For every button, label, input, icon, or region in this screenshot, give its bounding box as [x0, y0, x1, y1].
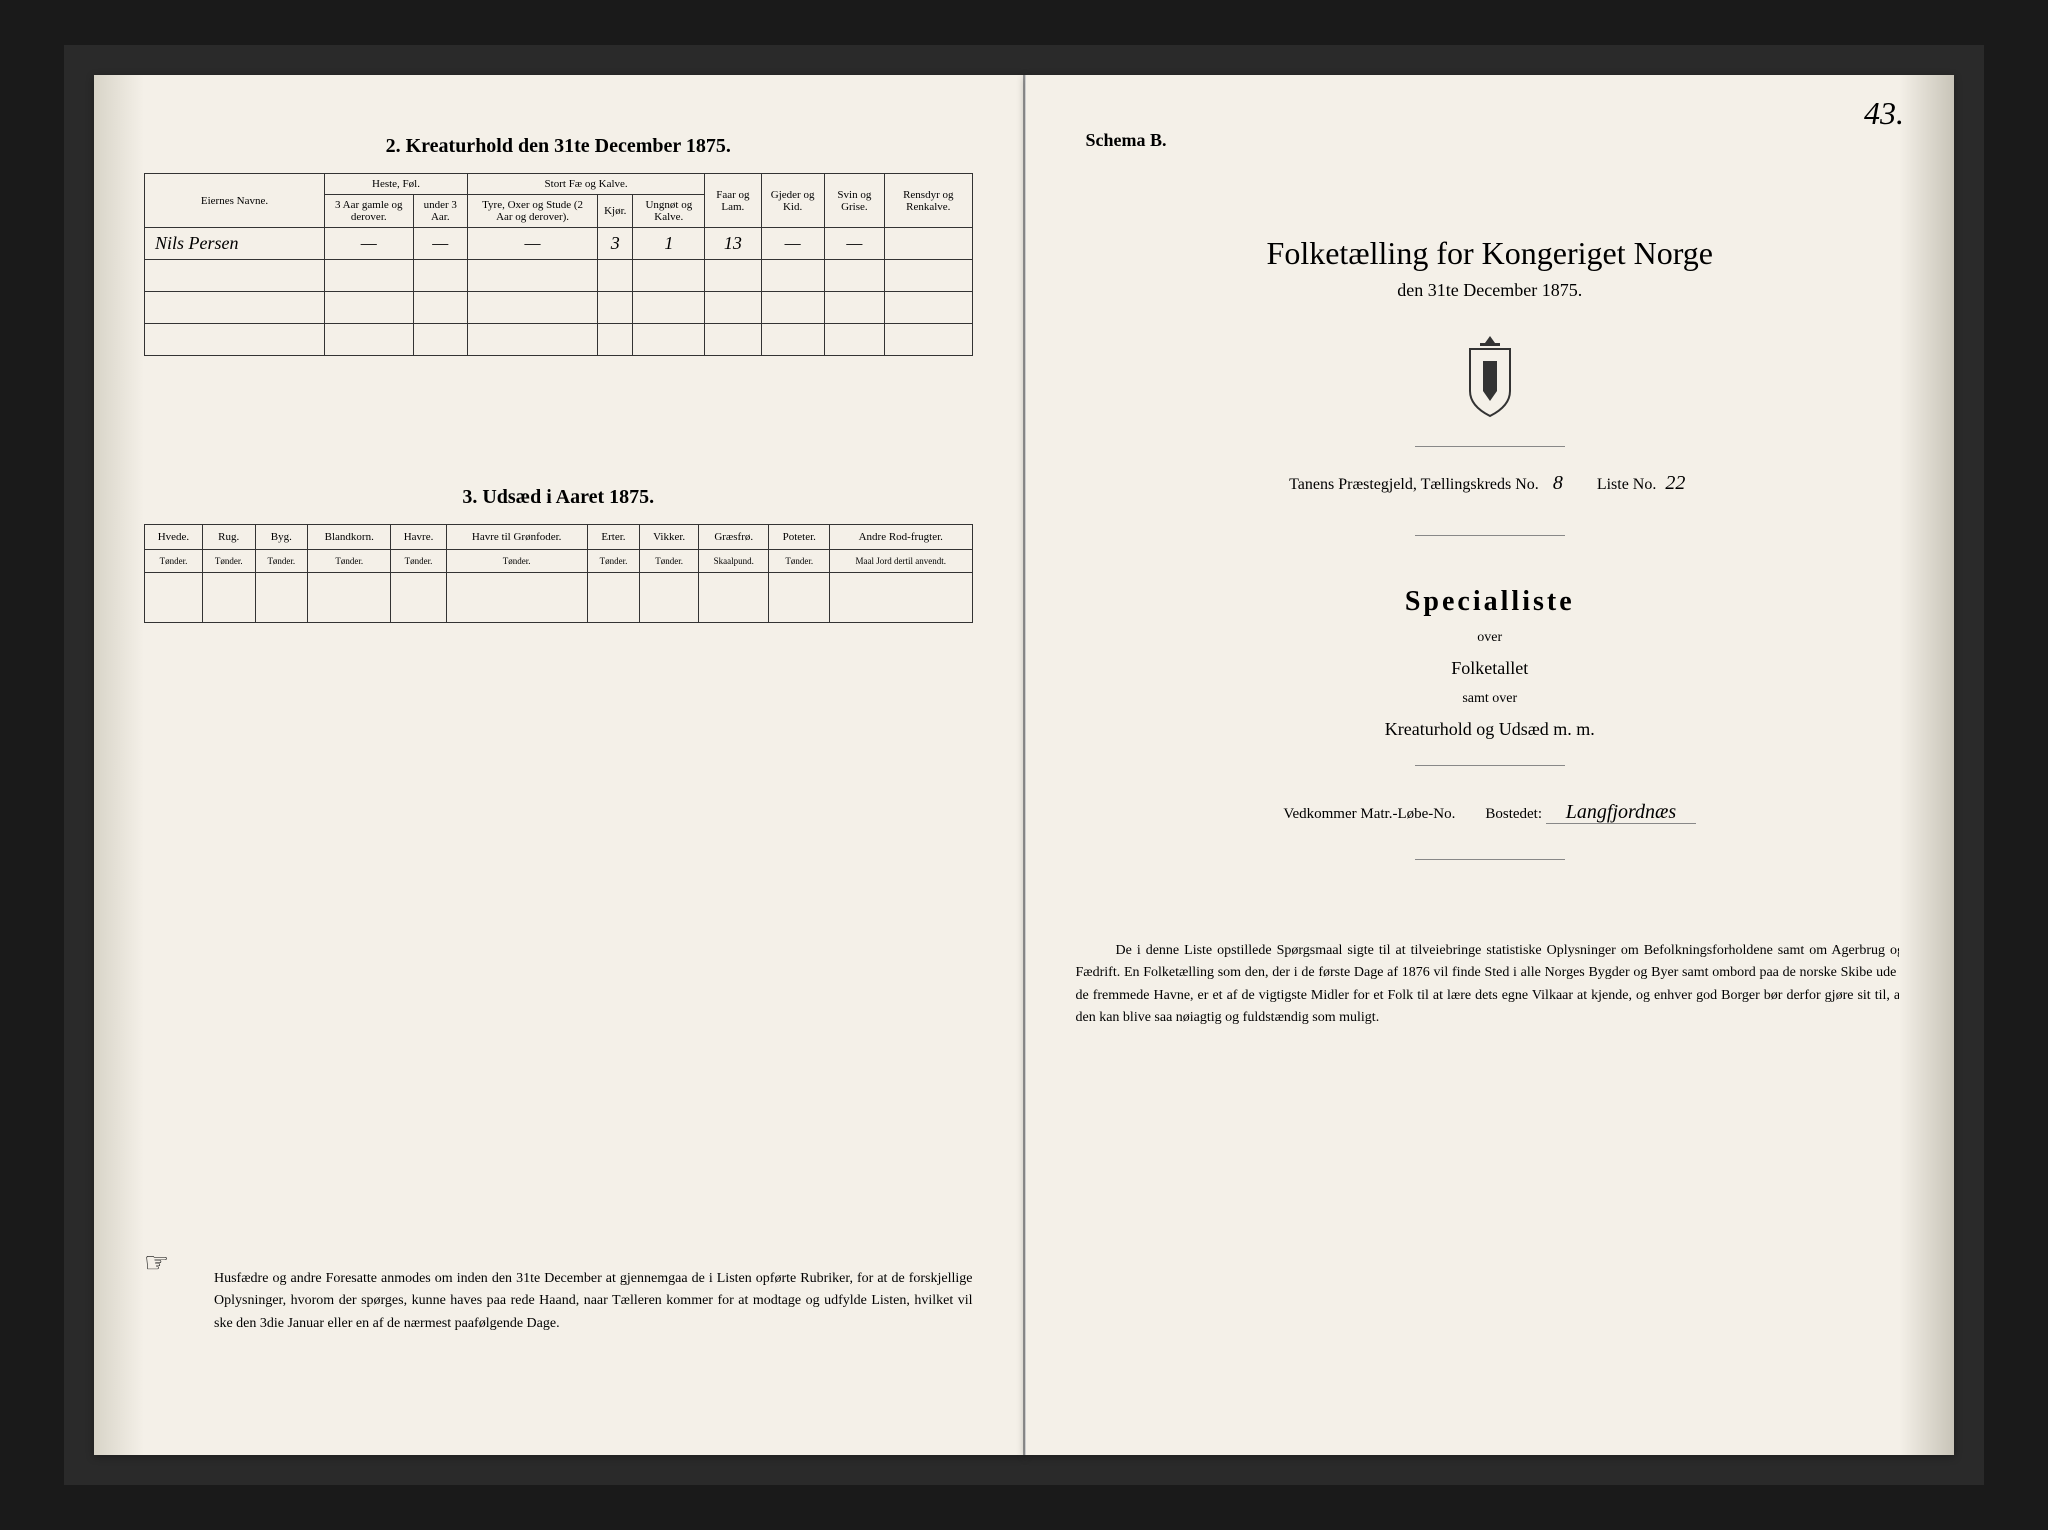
matr-label: Vedkommer Matr.-Løbe-No. — [1283, 806, 1455, 822]
th-unit: Skaalpund. — [698, 550, 768, 573]
schema-label: Schema B. — [1086, 130, 1167, 151]
divider — [1415, 446, 1565, 447]
th: Erter. — [587, 525, 640, 550]
list-label: Liste No. — [1597, 476, 1657, 493]
table-row — [145, 573, 973, 623]
th: Hvede. — [145, 525, 203, 550]
th-sheep: Faar og Lam. — [705, 174, 761, 228]
table-row — [145, 292, 973, 324]
cell: — — [325, 228, 414, 260]
th: Byg. — [255, 525, 308, 550]
th-horses: Heste, Føl. — [325, 174, 468, 195]
left-page: 2. Kreaturhold den 31te December 1875. E… — [94, 75, 1025, 1455]
specialliste-title: Specialliste — [1076, 586, 1905, 618]
th-unit: Tønder. — [446, 550, 587, 573]
bottom-note-right: De i denne Liste opstillede Spørgsmaal s… — [1076, 940, 1905, 1030]
th-unit: Tønder. — [202, 550, 255, 573]
table-row — [145, 324, 973, 356]
section-kreaturhold: 2. Kreaturhold den 31te December 1875. E… — [144, 135, 973, 356]
livestock-table: Eiernes Navne. Heste, Føl. Stort Fæ og K… — [144, 173, 973, 356]
divider — [1415, 859, 1565, 860]
th-unit: Tønder. — [145, 550, 203, 573]
th-cattle: Stort Fæ og Kalve. — [468, 174, 705, 195]
divider — [1415, 765, 1565, 766]
th-reindeer: Rensdyr og Renkalve. — [885, 174, 972, 228]
binding-edge — [94, 75, 144, 1455]
th-goats: Gjeder og Kid. — [761, 174, 824, 228]
section2-title: 2. Kreaturhold den 31te December 1875. — [144, 135, 973, 158]
th-cattle-cows: Kjør. — [598, 195, 633, 228]
page-number: 43. — [1864, 95, 1904, 132]
right-page: 43. Schema B. Folketælling for Kongerige… — [1025, 75, 1955, 1455]
cell: — — [761, 228, 824, 260]
th: Vikker. — [640, 525, 699, 550]
cell: — — [413, 228, 467, 260]
over-label: over — [1076, 630, 1905, 646]
th-pigs: Svin og Grise. — [824, 174, 884, 228]
th-unit: Tønder. — [255, 550, 308, 573]
cell: 1 — [633, 228, 705, 260]
th: Rug. — [202, 525, 255, 550]
th-unit: Tønder. — [769, 550, 830, 573]
binding-edge — [1899, 75, 1954, 1455]
coat-of-arms-icon — [1455, 331, 1525, 421]
divider — [1415, 535, 1565, 536]
th-unit: Tønder. — [308, 550, 391, 573]
parish-label: Tanens Præstegjeld, Tællingskreds No. — [1289, 476, 1539, 493]
cell: — — [824, 228, 884, 260]
table-row: Nils Persen — — — 3 1 13 — — — [145, 228, 973, 260]
th-name: Eiernes Navne. — [145, 174, 325, 228]
kreatur-label: Kreaturhold og Udsæd m. m. — [1076, 719, 1905, 740]
section-udsaed: 3. Udsæd i Aaret 1875. Hvede. Rug. Byg. … — [144, 486, 973, 623]
th-unit: Tønder. — [391, 550, 446, 573]
th-cattle-young: Ungnøt og Kalve. — [633, 195, 705, 228]
th-horses-old: 3 Aar gamle og derover. — [325, 195, 414, 228]
cell: 3 — [598, 228, 633, 260]
th-unit: Tønder. — [587, 550, 640, 573]
samt-label: samt over — [1076, 691, 1905, 707]
main-title: Folketælling for Kongeriget Norge — [1076, 235, 1905, 272]
th-unit: Tønder. — [640, 550, 699, 573]
list-no: 22 — [1660, 472, 1690, 495]
cell: — — [468, 228, 598, 260]
cell-name: Nils Persen — [145, 228, 325, 260]
bottom-note-left: Husfædre og andre Foresatte anmodes om i… — [214, 1268, 973, 1335]
bosted-line: Vedkommer Matr.-Løbe-No. Bostedet: Langf… — [1076, 801, 1905, 824]
th: Græsfrø. — [698, 525, 768, 550]
th: Andre Rod-frugter. — [830, 525, 972, 550]
th-cattle-bulls: Tyre, Oxer og Stude (2 Aar og derover). — [468, 195, 598, 228]
bosted-value: Langfjordnæs — [1546, 801, 1696, 824]
folketallet-label: Folketallet — [1076, 658, 1905, 679]
th: Havre til Grønfoder. — [446, 525, 587, 550]
bosted-label: Bostedet: — [1485, 806, 1542, 822]
section3-title: 3. Udsæd i Aaret 1875. — [144, 486, 973, 509]
parish-no: 8 — [1543, 472, 1573, 495]
seed-table: Hvede. Rug. Byg. Blandkorn. Havre. Havre… — [144, 524, 973, 623]
th: Havre. — [391, 525, 446, 550]
cell: 13 — [705, 228, 761, 260]
th: Poteter. — [769, 525, 830, 550]
pointing-hand-icon: ☞ — [144, 1246, 169, 1280]
cell — [885, 228, 972, 260]
meta-line: Tanens Præstegjeld, Tællingskreds No. 8 … — [1076, 472, 1905, 495]
th-horses-young: under 3 Aar. — [413, 195, 467, 228]
table-row — [145, 260, 973, 292]
book-spread: 2. Kreaturhold den 31te December 1875. E… — [64, 45, 1984, 1485]
subtitle: den 31te December 1875. — [1076, 280, 1905, 301]
th: Blandkorn. — [308, 525, 391, 550]
th-unit: Maal Jord dertil anvendt. — [830, 550, 972, 573]
